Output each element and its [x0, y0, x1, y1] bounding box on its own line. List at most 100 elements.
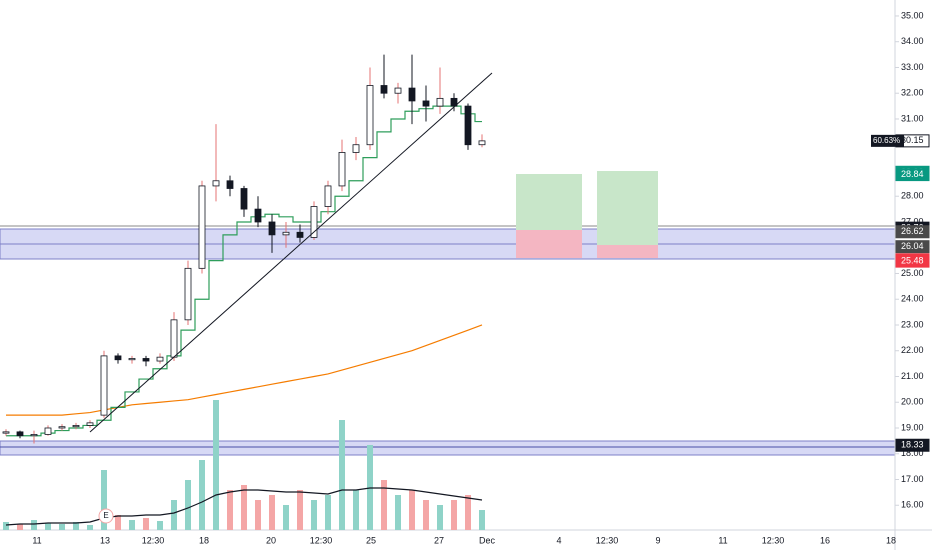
candle-body [44, 427, 52, 435]
plot [2, 54, 486, 530]
y-tick-label: 33.00 [901, 62, 924, 72]
volume-bar [423, 500, 429, 530]
candle-body [86, 422, 94, 426]
price-label: 28.84 [901, 169, 924, 179]
volume-bar [3, 522, 9, 530]
candle-body [436, 97, 444, 107]
volume-ma [5, 487, 483, 526]
price-label: 30.15 [901, 135, 924, 145]
volume-bar [241, 485, 247, 530]
loss-box [516, 230, 582, 258]
candle-body [114, 355, 122, 361]
volume-bar [297, 490, 303, 530]
candle-body [156, 356, 164, 362]
candle-body [100, 355, 108, 416]
candle-body [58, 426, 66, 429]
candle-body [450, 97, 458, 107]
volume-bar [479, 510, 485, 530]
volume-bar [409, 490, 415, 530]
volume-bar [199, 460, 205, 530]
earnings-circle [98, 508, 114, 524]
volume-bar [381, 480, 387, 530]
candle-body [352, 144, 360, 153]
percent-box [871, 134, 904, 147]
volume-bar [213, 400, 219, 530]
x-tick-label: 18 [886, 535, 896, 545]
volume-bar [45, 523, 51, 530]
volume-bar [101, 470, 107, 530]
candle-body [170, 319, 178, 358]
price-label: 25.48 [901, 255, 924, 265]
loss-box [597, 245, 658, 258]
candle-body [282, 231, 290, 236]
candle-body [464, 105, 472, 146]
candle-body [198, 185, 206, 269]
volume-bar [325, 495, 331, 530]
axis-labels: 16.00 17.00 18.00 19.00 20.00 21.00 22.00 23.00… [32, 10, 930, 545]
volume-bar [255, 500, 261, 530]
x-tick-label: 20 [266, 535, 276, 545]
x-tick-label: 12:30 [310, 535, 333, 545]
candle-body [226, 180, 234, 189]
volume-bar [353, 490, 359, 530]
x-tick-label: Dec [479, 535, 496, 545]
candle-body [478, 140, 486, 146]
volume-bar [157, 521, 163, 530]
x-tick-label: 11 [718, 535, 727, 545]
x-tick-label: 27 [434, 535, 444, 545]
x-tick-label: 16 [820, 535, 830, 545]
price-label-box [895, 240, 930, 254]
candle-body [2, 431, 10, 434]
x-tick-label: 25 [366, 535, 376, 545]
candle-body [30, 434, 38, 437]
trend-line [89, 72, 493, 433]
y-tick-label: 19.00 [901, 422, 924, 432]
moving-average [6, 324, 483, 416]
candle-body [422, 100, 430, 107]
x-tick-label: 18 [199, 535, 209, 545]
volume-bar [87, 525, 93, 530]
earnings-marker: E [103, 511, 108, 520]
price-label: 26.62 [901, 226, 924, 236]
profit-box [516, 174, 582, 230]
candle-body [128, 358, 136, 361]
candle-body [212, 180, 220, 187]
volume-bar [59, 524, 65, 530]
volume-bar [451, 500, 457, 530]
candle-body [184, 267, 192, 321]
y-tick-label: 31.00 [901, 113, 924, 123]
volume-bar [129, 520, 135, 530]
y-tick-label: 18.00 [901, 448, 924, 458]
candle-body [310, 206, 318, 238]
candle-body [268, 221, 276, 236]
volume-bar [171, 500, 177, 530]
price-label: 18.33 [901, 440, 924, 450]
candle-body [324, 185, 332, 207]
candle-body [408, 87, 416, 102]
volume-bar [185, 480, 191, 530]
y-tick-label: 35.00 [901, 10, 924, 20]
zone [0, 440, 896, 456]
x-tick-label: 12:30 [142, 535, 165, 545]
volume-bar [31, 520, 37, 530]
volume-bar [339, 420, 345, 530]
candle-body [16, 431, 24, 437]
volume-bar [143, 518, 149, 530]
percent-label: 60.63% [873, 136, 900, 145]
y-tick-label: 27.00 [901, 216, 924, 226]
volume-bar [73, 522, 79, 530]
volume-bar [437, 505, 443, 530]
candle-body [240, 188, 248, 210]
candle-body [72, 425, 80, 428]
x-tick-label: 11 [32, 535, 41, 545]
x-tick-label: 4 [556, 535, 561, 545]
candle-body [296, 231, 304, 238]
price-label: 26.04 [901, 241, 924, 251]
volume-bar [115, 515, 121, 530]
y-tick-label: 21.00 [901, 371, 924, 381]
candle-body [366, 85, 374, 146]
volume-bar [465, 495, 471, 530]
y-tick-label: 20.00 [901, 397, 924, 407]
candle-body [254, 208, 262, 223]
